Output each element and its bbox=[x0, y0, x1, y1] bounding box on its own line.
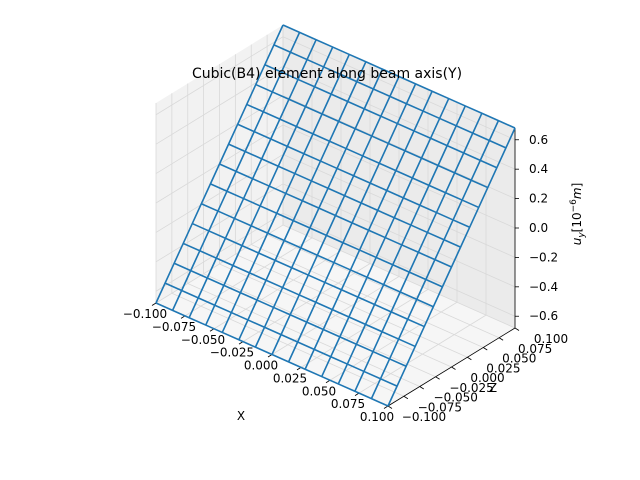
x-tick bbox=[151, 302, 157, 306]
floor-grid-line-z bbox=[203, 273, 436, 378]
wire-line-along-x bbox=[182, 242, 416, 348]
z-tick bbox=[435, 376, 440, 380]
x-tick-label: −0.025 bbox=[210, 346, 254, 360]
x-tick-label: 0.050 bbox=[302, 384, 336, 398]
z-tick bbox=[387, 405, 393, 409]
u-tick-label: −0.4 bbox=[529, 280, 558, 294]
z-axis-label: Z bbox=[489, 381, 497, 395]
back-grid-line-u bbox=[282, 212, 516, 317]
u-tick-label: −0.2 bbox=[529, 250, 558, 264]
z-tick bbox=[419, 386, 424, 390]
chart-title: Cubic(B4) element along beam axis(Y) bbox=[192, 66, 462, 82]
wire-line-along-x bbox=[201, 202, 434, 308]
wire-line-along-x bbox=[164, 282, 398, 387]
left-grid-line-u bbox=[155, 65, 284, 145]
z-tick-label: 0.000 bbox=[470, 371, 504, 385]
u-tick-label: 0.6 bbox=[529, 133, 548, 147]
z-tick-label: 0.050 bbox=[502, 352, 536, 366]
x-tick-label: −0.050 bbox=[181, 333, 225, 347]
x-tick-label: −0.075 bbox=[152, 320, 196, 334]
x-tick-label: 0.100 bbox=[360, 410, 394, 424]
floor-grid-line-z bbox=[282, 224, 516, 329]
back-grid-line-u bbox=[282, 36, 516, 141]
u-tick-label: −0.6 bbox=[529, 309, 558, 323]
z-tick-label: −0.050 bbox=[434, 391, 478, 405]
left-grid-line-u bbox=[155, 95, 284, 174]
wire-line-along-x bbox=[264, 63, 498, 169]
wireframe-surface bbox=[155, 24, 516, 407]
z-tick bbox=[483, 347, 488, 351]
z-tick-label: 0.025 bbox=[486, 361, 520, 375]
x-tick-label: 0.000 bbox=[244, 359, 278, 373]
z-tick-label: 0.100 bbox=[534, 332, 568, 346]
wire-line-along-x bbox=[273, 44, 507, 149]
left-grid-line-u bbox=[155, 183, 284, 263]
floor-grid-line-z bbox=[187, 283, 420, 387]
wire-line-along-x bbox=[219, 163, 452, 268]
left-grid-line-u bbox=[155, 36, 284, 116]
wire-line-along-x bbox=[210, 183, 443, 288]
floor-grid-line-z bbox=[251, 244, 484, 348]
z-tick bbox=[451, 366, 456, 370]
u-tick-label: 0.4 bbox=[529, 162, 548, 176]
x-tick-label: 0.025 bbox=[273, 371, 307, 385]
z-tick bbox=[498, 337, 504, 341]
wire-line-along-x bbox=[237, 123, 470, 229]
wire-line-along-x bbox=[173, 262, 407, 368]
back-grid-line-u bbox=[282, 65, 516, 170]
x-tick-label: 0.075 bbox=[331, 397, 365, 411]
z-tick-label: −0.075 bbox=[418, 400, 462, 414]
back-grid-line-u bbox=[282, 95, 516, 199]
u-tick-label: 0.2 bbox=[529, 192, 548, 206]
wire-line-along-x bbox=[246, 103, 480, 209]
wire-line-along-x bbox=[191, 222, 425, 328]
floor-grid-line-z bbox=[171, 292, 405, 397]
z-tick bbox=[403, 395, 409, 400]
z-tick-label: −0.025 bbox=[449, 381, 493, 395]
wire-line-along-x bbox=[155, 302, 389, 407]
tick-labels: −0.100−0.075−0.050−0.0250.0000.0250.0500… bbox=[123, 133, 568, 424]
floor-grid-line-z bbox=[235, 253, 468, 358]
x-tick-label: −0.100 bbox=[123, 307, 167, 321]
wire-line-along-x bbox=[282, 24, 516, 129]
z-tick bbox=[467, 356, 472, 361]
x-axis-label: X bbox=[237, 409, 245, 423]
u-tick-label: 0.0 bbox=[529, 221, 548, 235]
wire-line-along-x bbox=[228, 143, 461, 248]
z-tick bbox=[514, 327, 520, 331]
wire-line-along-x bbox=[255, 83, 489, 189]
z-tick-label: 0.075 bbox=[518, 342, 552, 356]
z-tick-label: −0.100 bbox=[402, 410, 446, 424]
left-grid-line-u bbox=[155, 154, 284, 233]
uy-axis-label: uy[10−6m] bbox=[569, 183, 587, 246]
